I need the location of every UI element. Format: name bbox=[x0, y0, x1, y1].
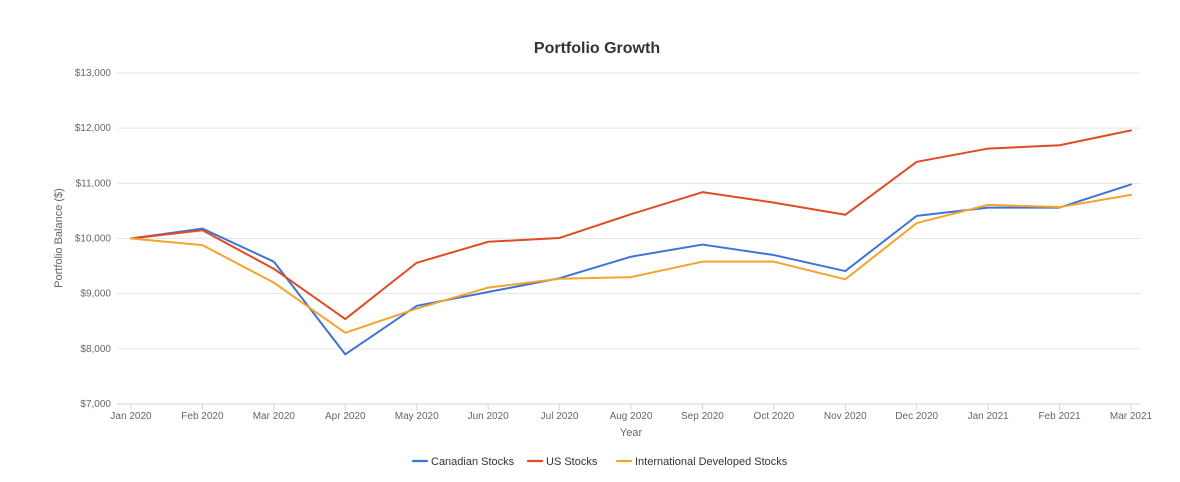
x-tick-label-may-2020: May 2020 bbox=[395, 411, 439, 422]
series-lines bbox=[130, 129, 1132, 356]
y-tick-label-13-000: $13,000 bbox=[75, 68, 112, 79]
x-tick-label-mar-2020: Mar 2020 bbox=[253, 411, 296, 422]
y-tick-label-9-000: $9,000 bbox=[80, 289, 111, 300]
x-tick-label-feb-2020: Feb 2020 bbox=[181, 411, 224, 422]
series-line-canadian-stocks bbox=[130, 183, 1132, 356]
series-line-us-stocks bbox=[130, 129, 1132, 321]
y-tick-label-11-000: $11,000 bbox=[76, 178, 112, 189]
y-tick-label-7-000: $7,000 bbox=[80, 399, 111, 410]
y-axis-title: Portfolio Balance ($) bbox=[53, 188, 65, 288]
x-tick-label-jun-2020: Jun 2020 bbox=[468, 411, 510, 422]
x-tick-label-mar-2021: Mar 2021 bbox=[1110, 411, 1153, 422]
legend: Canadian Stocks US Stocks International De… bbox=[411, 456, 788, 468]
legend-item-international-developed-stocks[interactable]: International Developed Stocks bbox=[615, 456, 788, 468]
y-axis: $7,000 $8,000 $9,000 $10,000 $11,000 $12,000 $… bbox=[75, 68, 112, 410]
x-axis-title: Year bbox=[620, 427, 643, 439]
chart-title: Portfolio Growth bbox=[534, 40, 660, 57]
x-axis: Jan 2020 Feb 2020 Mar 2020 Apr 2020 May 2020… bbox=[110, 403, 1153, 422]
y-tick-label-12-000: $12,000 bbox=[75, 123, 112, 134]
gridlines bbox=[117, 72, 1141, 350]
x-tick-label-feb-2021: Feb 2021 bbox=[1038, 411, 1081, 422]
x-tick-label-oct-2020: Oct 2020 bbox=[754, 411, 795, 422]
legend-label-international-developed-stocks: International Developed Stocks bbox=[635, 456, 788, 468]
x-tick-label-jan-2020: Jan 2020 bbox=[110, 411, 152, 422]
x-tick-label-sep-2020: Sep 2020 bbox=[681, 411, 724, 422]
x-tick-label-nov-2020: Nov 2020 bbox=[824, 411, 867, 422]
legend-label-canadian-stocks: Canadian Stocks bbox=[431, 456, 515, 468]
x-tick-label-apr-2020: Apr 2020 bbox=[325, 411, 366, 422]
y-tick-label-10-000: $10,000 bbox=[75, 234, 112, 245]
y-tick-label-8-000: $8,000 bbox=[80, 344, 111, 355]
legend-label-us-stocks: US Stocks bbox=[546, 456, 598, 468]
x-tick-label-dec-2020: Dec 2020 bbox=[895, 411, 938, 422]
x-tick-label-aug-2020: Aug 2020 bbox=[610, 411, 653, 422]
legend-item-canadian-stocks[interactable]: Canadian Stocks bbox=[411, 456, 515, 468]
x-tick-label-jul-2020: Jul 2020 bbox=[541, 411, 579, 422]
legend-item-us-stocks[interactable]: US Stocks bbox=[526, 456, 598, 468]
series-line-international-developed-stocks bbox=[130, 193, 1132, 334]
x-tick-label-jan-2021: Jan 2021 bbox=[968, 411, 1010, 422]
